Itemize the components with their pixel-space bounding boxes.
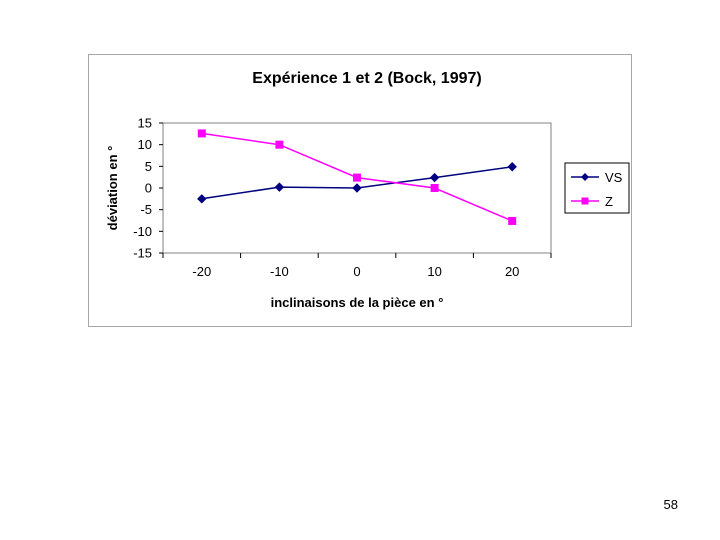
legend-label-vs: VS: [605, 170, 623, 185]
x-axis: -20 -10 0 10 20: [162, 253, 552, 279]
y-tick-label: 0: [145, 181, 152, 196]
data-point-vs: [352, 183, 362, 193]
y-tick-label: 10: [138, 137, 152, 152]
chart-title: Expérience 1 et 2 (Bock, 1997): [252, 70, 481, 87]
data-point-z: [508, 216, 517, 225]
data-point-vs: [197, 194, 207, 204]
x-tick-label: 20: [505, 264, 519, 279]
series-layer: [197, 129, 517, 225]
data-point-z: [353, 173, 361, 182]
data-point-vs: [429, 172, 440, 183]
legend: VS Z: [564, 162, 630, 214]
legend-label-z: Z: [605, 194, 613, 209]
line-chart: Expérience 1 et 2 (Bock, 1997) 15 10 5 0 -5 -…: [105, 70, 630, 310]
chart-frame: Expérience 1 et 2 (Bock, 1997) 15 10 5 0 -5 -…: [88, 54, 632, 327]
y-tick-label: -15: [133, 246, 152, 261]
y-tick-label: 5: [145, 159, 152, 174]
y-tick-label: -10: [133, 224, 152, 239]
y-tick-label: 15: [138, 116, 152, 131]
x-tick-label: -20: [192, 264, 211, 279]
data-point-z: [430, 184, 439, 192]
x-tick-label: 10: [427, 264, 441, 279]
legend-box: [564, 162, 630, 214]
data-point-vs: [507, 162, 517, 172]
data-point-z: [197, 129, 206, 138]
data-point-vs: [274, 182, 285, 192]
x-tick-label: -10: [270, 264, 289, 279]
legend-marker-z: [581, 197, 589, 205]
x-tick-label: 0: [353, 264, 360, 279]
y-axis: 15 10 5 0 -5 -10 -15: [133, 116, 163, 261]
y-axis-label: déviation en °: [105, 146, 120, 231]
legend-marker-vs: [581, 173, 589, 181]
y-tick-label: -5: [140, 202, 152, 217]
x-axis-label: inclinaisons de la pièce en °: [271, 295, 444, 310]
slide-number: 58: [663, 497, 678, 512]
data-point-z: [275, 140, 284, 149]
